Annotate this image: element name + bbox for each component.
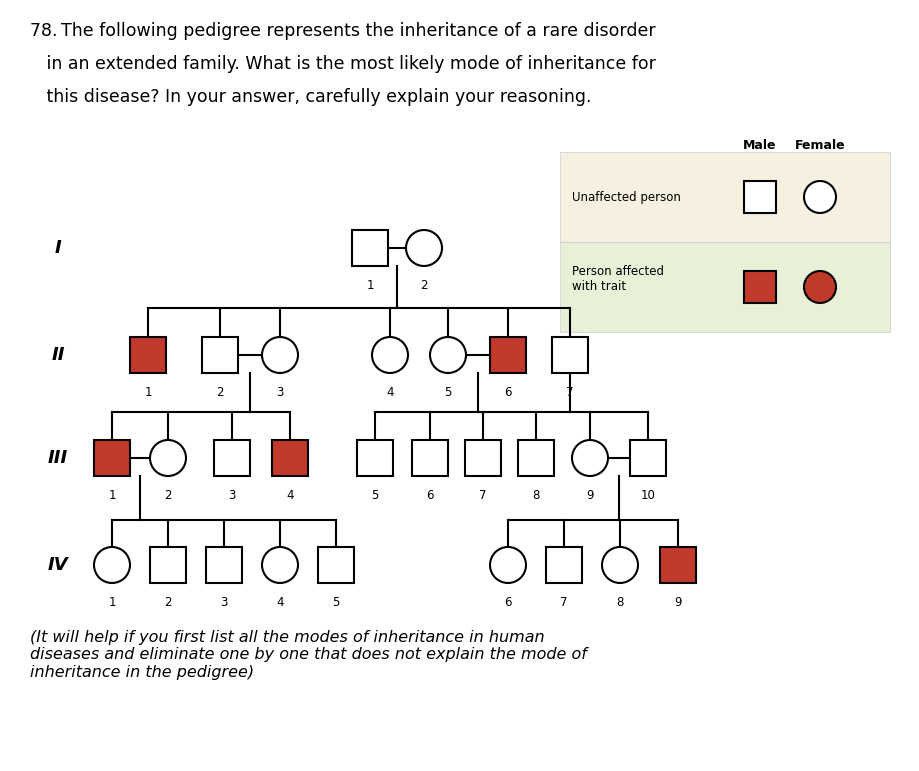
Text: 1: 1 bbox=[367, 279, 374, 292]
FancyBboxPatch shape bbox=[318, 547, 354, 583]
Ellipse shape bbox=[572, 440, 608, 476]
Text: Female: Female bbox=[795, 139, 845, 152]
Text: 1: 1 bbox=[108, 596, 116, 609]
FancyBboxPatch shape bbox=[744, 181, 776, 213]
Text: 7: 7 bbox=[566, 386, 573, 399]
Text: 6: 6 bbox=[505, 596, 512, 609]
Text: I: I bbox=[54, 239, 62, 257]
Ellipse shape bbox=[804, 271, 836, 303]
Text: 7: 7 bbox=[561, 596, 568, 609]
Text: 78. The following pedigree represents the inheritance of a rare disorder: 78. The following pedigree represents th… bbox=[30, 22, 655, 40]
FancyBboxPatch shape bbox=[660, 547, 696, 583]
FancyBboxPatch shape bbox=[412, 440, 448, 476]
Text: 6: 6 bbox=[426, 489, 434, 502]
FancyBboxPatch shape bbox=[94, 440, 130, 476]
Ellipse shape bbox=[262, 547, 298, 583]
Text: 10: 10 bbox=[641, 489, 655, 502]
FancyBboxPatch shape bbox=[560, 242, 890, 332]
Text: 2: 2 bbox=[165, 596, 172, 609]
Text: (It will help if you first list all the modes of inheritance in human
diseases a: (It will help if you first list all the … bbox=[30, 630, 587, 680]
FancyBboxPatch shape bbox=[214, 440, 250, 476]
Text: 4: 4 bbox=[286, 489, 294, 502]
Text: 3: 3 bbox=[221, 596, 228, 609]
FancyBboxPatch shape bbox=[490, 337, 526, 373]
Ellipse shape bbox=[490, 547, 526, 583]
Ellipse shape bbox=[150, 440, 186, 476]
FancyBboxPatch shape bbox=[357, 440, 393, 476]
Ellipse shape bbox=[262, 337, 298, 373]
Text: 9: 9 bbox=[675, 596, 682, 609]
FancyBboxPatch shape bbox=[272, 440, 308, 476]
FancyBboxPatch shape bbox=[206, 547, 242, 583]
Text: 4: 4 bbox=[277, 596, 284, 609]
Text: 7: 7 bbox=[479, 489, 487, 502]
FancyBboxPatch shape bbox=[352, 230, 388, 266]
Ellipse shape bbox=[430, 337, 466, 373]
Text: Unaffected person: Unaffected person bbox=[572, 190, 681, 204]
Text: IV: IV bbox=[48, 556, 68, 574]
Text: 2: 2 bbox=[420, 279, 427, 292]
Text: 5: 5 bbox=[371, 489, 379, 502]
Text: 5: 5 bbox=[444, 386, 451, 399]
Ellipse shape bbox=[804, 181, 836, 213]
Ellipse shape bbox=[94, 547, 130, 583]
FancyBboxPatch shape bbox=[150, 547, 186, 583]
FancyBboxPatch shape bbox=[552, 337, 588, 373]
FancyBboxPatch shape bbox=[630, 440, 666, 476]
FancyBboxPatch shape bbox=[546, 547, 582, 583]
Text: 1: 1 bbox=[108, 489, 116, 502]
Text: 6: 6 bbox=[505, 386, 512, 399]
Text: in an extended family. What is the most likely mode of inheritance for: in an extended family. What is the most … bbox=[30, 55, 656, 73]
Text: 3: 3 bbox=[228, 489, 235, 502]
Text: 1: 1 bbox=[144, 386, 152, 399]
FancyBboxPatch shape bbox=[202, 337, 238, 373]
Text: Male: Male bbox=[743, 139, 777, 152]
FancyBboxPatch shape bbox=[465, 440, 501, 476]
Text: 8: 8 bbox=[617, 596, 624, 609]
Text: this disease? In your answer, carefully explain your reasoning.: this disease? In your answer, carefully … bbox=[30, 88, 592, 106]
Text: 2: 2 bbox=[165, 489, 172, 502]
Text: 3: 3 bbox=[277, 386, 284, 399]
FancyBboxPatch shape bbox=[518, 440, 554, 476]
FancyBboxPatch shape bbox=[130, 337, 166, 373]
FancyBboxPatch shape bbox=[744, 271, 776, 303]
Text: 8: 8 bbox=[532, 489, 539, 502]
FancyBboxPatch shape bbox=[560, 152, 890, 242]
Text: 4: 4 bbox=[386, 386, 393, 399]
Ellipse shape bbox=[372, 337, 408, 373]
Text: II: II bbox=[51, 346, 64, 364]
Text: 2: 2 bbox=[216, 386, 223, 399]
Text: III: III bbox=[48, 449, 68, 467]
Text: 9: 9 bbox=[586, 489, 594, 502]
Ellipse shape bbox=[602, 547, 638, 583]
Text: Person affected
with trait: Person affected with trait bbox=[572, 265, 664, 293]
Text: 5: 5 bbox=[333, 596, 340, 609]
Ellipse shape bbox=[406, 230, 442, 266]
